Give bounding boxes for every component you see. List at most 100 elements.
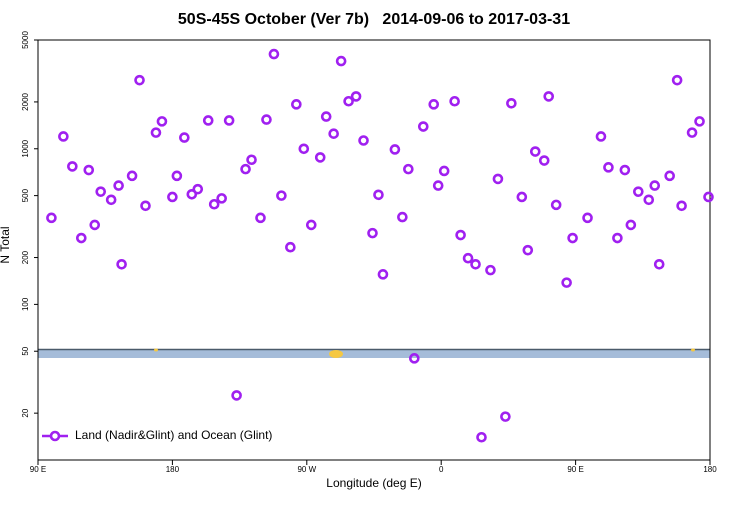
data-point (671, 74, 683, 86)
data-point (268, 48, 280, 60)
y-tick-label: 20 (21, 408, 30, 417)
data-point (516, 191, 528, 203)
data-point (595, 131, 607, 142)
data-point (113, 180, 124, 191)
data-point (438, 165, 450, 177)
data-point (76, 232, 87, 244)
data-point (192, 183, 204, 195)
data-point (703, 191, 714, 203)
data-point (320, 111, 332, 122)
data-point (403, 163, 414, 175)
data-point (89, 219, 101, 231)
data-point (314, 152, 326, 163)
data-point (409, 353, 420, 364)
data-point (223, 115, 235, 126)
data-point (492, 173, 504, 185)
data-point (140, 200, 151, 212)
data-point (305, 219, 317, 231)
y-tick-label: 2000 (21, 92, 30, 110)
data-point (500, 411, 511, 422)
x-axis-label: Longitude (deg E) (326, 476, 421, 490)
y-tick-label: 5000 (21, 31, 30, 49)
data-point (417, 121, 429, 132)
data-point (261, 114, 272, 125)
data-point (150, 127, 162, 138)
y-tick-label: 50 (21, 346, 30, 355)
data-point (470, 258, 481, 270)
chart-title: 50S-45S October (Ver 7b) 2014-09-06 to 2… (178, 11, 570, 28)
data-point (328, 128, 339, 139)
data-point (397, 211, 408, 223)
x-tick-label: 90 W (297, 465, 316, 474)
data-point (449, 95, 460, 107)
data-point (95, 186, 107, 197)
map-blob (329, 350, 343, 358)
data-point (186, 188, 198, 200)
data-point (156, 116, 168, 127)
data-point (567, 232, 578, 244)
data-point (538, 155, 550, 166)
data-point (462, 252, 474, 264)
y-axis-label: N Total (0, 226, 12, 263)
data-point (285, 241, 296, 253)
data-point (522, 244, 534, 256)
data-point (561, 277, 572, 288)
y-tick-label: 200 (21, 250, 30, 264)
data-point (105, 194, 117, 206)
data-point (240, 163, 251, 175)
data-point (649, 180, 661, 191)
data-point (550, 199, 562, 211)
data-point (208, 198, 220, 210)
data-point (676, 200, 687, 212)
data-point (603, 162, 614, 173)
data-point (231, 390, 242, 401)
data-point (625, 219, 637, 231)
y-tick-label: 1000 (21, 139, 30, 157)
x-tick-label: 0 (439, 465, 444, 474)
data-point (246, 154, 257, 166)
data-point (171, 170, 183, 182)
data-point (633, 186, 644, 197)
y-tick-label: 100 (21, 297, 30, 311)
data-point (134, 74, 145, 86)
data-point (350, 91, 362, 102)
data-point (643, 194, 655, 206)
legend-marker (49, 430, 61, 442)
map-blob (691, 348, 695, 352)
data-point (67, 161, 78, 172)
x-tick-label: 90 E (30, 465, 46, 474)
data-point (255, 212, 266, 224)
data-point (686, 127, 698, 138)
data-point (389, 144, 401, 155)
data-point (343, 95, 354, 107)
data-point (167, 191, 178, 203)
data-point (126, 170, 138, 182)
map-strip (38, 349, 710, 358)
data-point (83, 164, 95, 176)
data-point (432, 180, 444, 191)
y-tick-label: 500 (21, 188, 30, 202)
x-tick-label: 180 (703, 465, 717, 474)
data-point (358, 135, 369, 146)
data-point (377, 269, 389, 280)
x-tick-label: 180 (166, 465, 180, 474)
data-point (664, 170, 675, 182)
x-tick-label: 90 E (567, 465, 583, 474)
data-point (276, 190, 287, 201)
data-point (506, 97, 517, 109)
data-point (428, 99, 440, 110)
data-point (485, 264, 496, 276)
data-point (216, 193, 227, 204)
data-point (202, 115, 214, 126)
data-point (367, 227, 378, 239)
data-point (476, 431, 487, 443)
data-point (116, 258, 127, 270)
data-point (58, 131, 69, 142)
data-point (298, 143, 310, 155)
data-point (582, 212, 593, 224)
data-point (46, 212, 57, 224)
plot-frame (37, 39, 711, 461)
data-point (653, 258, 665, 270)
data-point (373, 189, 384, 201)
